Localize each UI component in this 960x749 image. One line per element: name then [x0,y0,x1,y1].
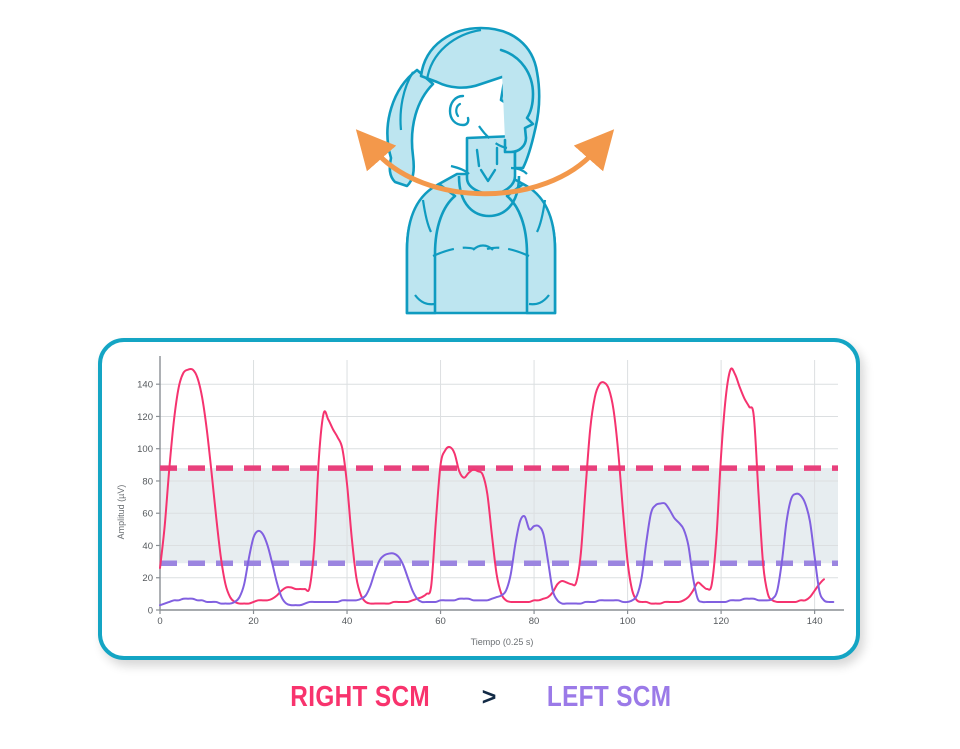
chart-grid-layer [160,360,838,610]
emg-chart-card: 0 20 40 60 80 100 120 140 0 20 40 60 80 100 120 140 Amp… [98,338,860,660]
emg-chart: 0 20 40 60 80 100 120 140 0 20 40 60 80 100 120 140 Amp… [102,342,856,656]
series-right-scm [159,367,825,605]
y-tick-label: 140 [137,380,153,391]
x-tick-label: 80 [529,616,540,627]
x-tick-label: 0 [157,616,162,627]
chart-ticklabel-layer: 0 20 40 60 80 100 120 140 0 20 40 60 80 100 120 140 [137,380,822,627]
left-scm-label: LEFT SCM [546,681,672,713]
body-shape [386,26,557,315]
right-scm-label: RIGHT SCM [290,681,431,713]
rotation-arrow-icon [355,129,615,197]
x-tick-label: 140 [807,616,823,627]
x-axis-label: Tiempo (0.25 s) [471,637,534,647]
y-tick-label: 120 [137,412,153,423]
woman-figure-svg [355,26,615,315]
x-tick-label: 40 [342,616,353,627]
reference-band [160,468,838,564]
greater-than-symbol: > [481,683,497,711]
x-tick-label: 60 [435,616,446,627]
y-tick-label: 20 [142,573,153,584]
x-tick-label: 20 [248,616,259,627]
y-tick-label: 40 [142,541,153,552]
comparison-row: RIGHT SCM > LEFT SCM [0,681,960,714]
x-tick-label: 100 [620,616,636,627]
chart-band-layer [160,468,838,564]
y-tick-label: 80 [142,476,153,487]
neck-rotation-illustration [355,18,615,318]
x-tick-label: 120 [713,616,729,627]
y-axis-label: Amplitud (µV) [116,485,126,540]
y-tick-label: 0 [148,606,153,617]
series-left-scm [159,492,835,607]
y-tick-label: 100 [137,444,153,455]
y-tick-label: 60 [142,509,153,520]
chart-series-layer [159,367,835,607]
emg-chart-svg: 0 20 40 60 80 100 120 140 0 20 40 60 80 100 120 140 Amp… [116,356,844,647]
